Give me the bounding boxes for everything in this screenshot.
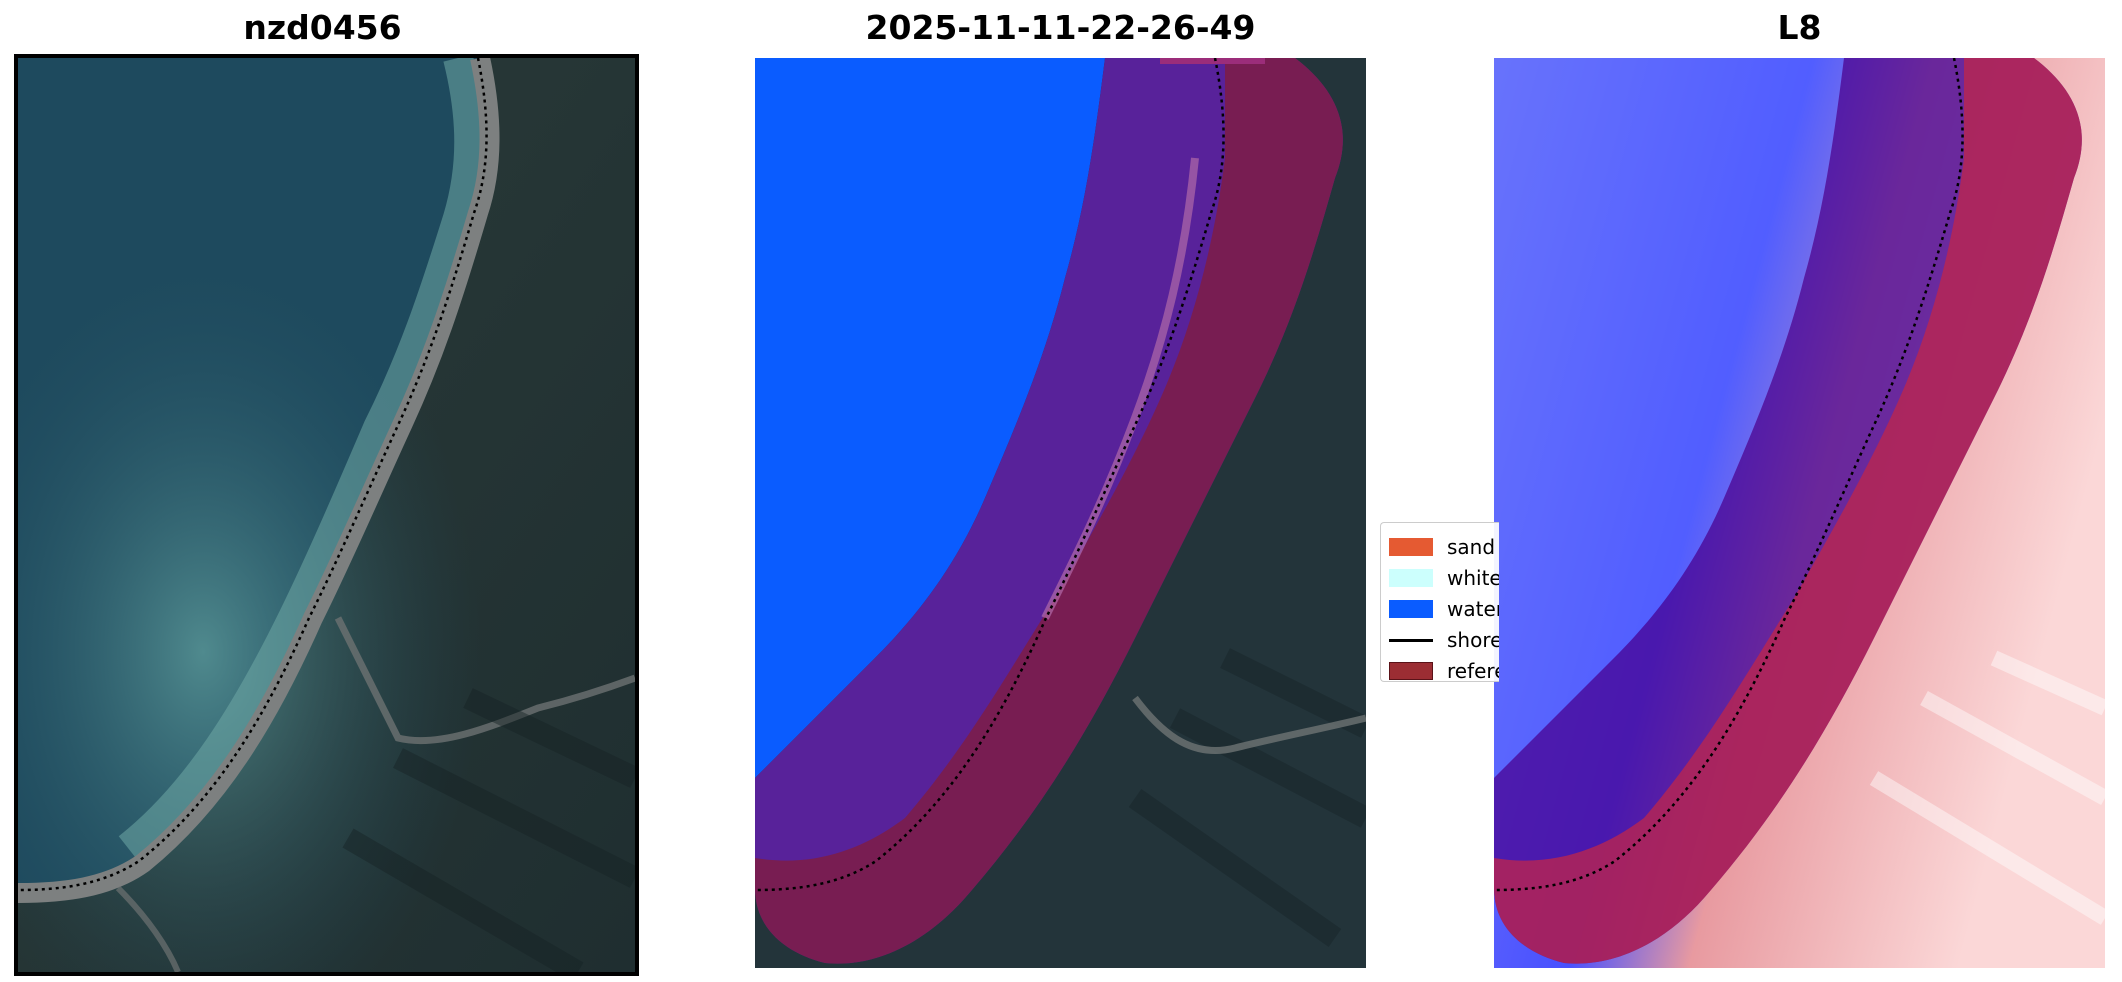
legend: sand white-water water shoreline referen… — [1380, 522, 1499, 682]
legend-item-reference: reference shoreline buffer — [1389, 659, 1499, 682]
legend-label-reference: reference shoreline buffer — [1447, 659, 1499, 682]
legend-label-white-water: white-water — [1447, 566, 1499, 590]
classification-image — [755, 58, 1366, 968]
index-image — [1494, 58, 2105, 968]
shoreline-line — [1494, 58, 1964, 892]
legend-swatch-white-water — [1389, 569, 1433, 587]
legend-item-sand: sand — [1389, 535, 1495, 559]
legend-swatch-reference — [1389, 662, 1433, 680]
buffer-over-water — [755, 58, 1343, 964]
buffer-over-land — [1494, 58, 2082, 964]
rgb-image-panel — [14, 54, 639, 976]
panel-title-index: L8 — [1777, 8, 1822, 47]
legend-swatch-water — [1389, 600, 1433, 618]
legend-item-shoreline: shoreline — [1389, 628, 1499, 652]
index-panel — [1494, 58, 2105, 968]
legend-label-water: water — [1447, 597, 1499, 621]
buffer-over-water — [1494, 58, 2082, 964]
classification-panel — [755, 58, 1366, 968]
panel-title-classification: 2025-11-11-22-26-49 — [865, 8, 1256, 47]
rgb-satellite-image — [18, 58, 635, 972]
legend-item-white-water: white-water — [1389, 566, 1499, 590]
shoreline-line — [755, 58, 1225, 892]
legend-line-shoreline — [1389, 638, 1433, 642]
legend-label-shoreline: shoreline — [1447, 628, 1499, 652]
shoreline-line — [18, 58, 488, 892]
water-class-region — [755, 58, 1105, 778]
buffer-over-land — [755, 58, 1343, 964]
panel-title-rgb: nzd0456 — [243, 8, 402, 47]
legend-label-sand: sand — [1447, 535, 1496, 559]
legend-swatch-sand — [1389, 538, 1433, 556]
legend-item-water: water — [1389, 597, 1499, 621]
